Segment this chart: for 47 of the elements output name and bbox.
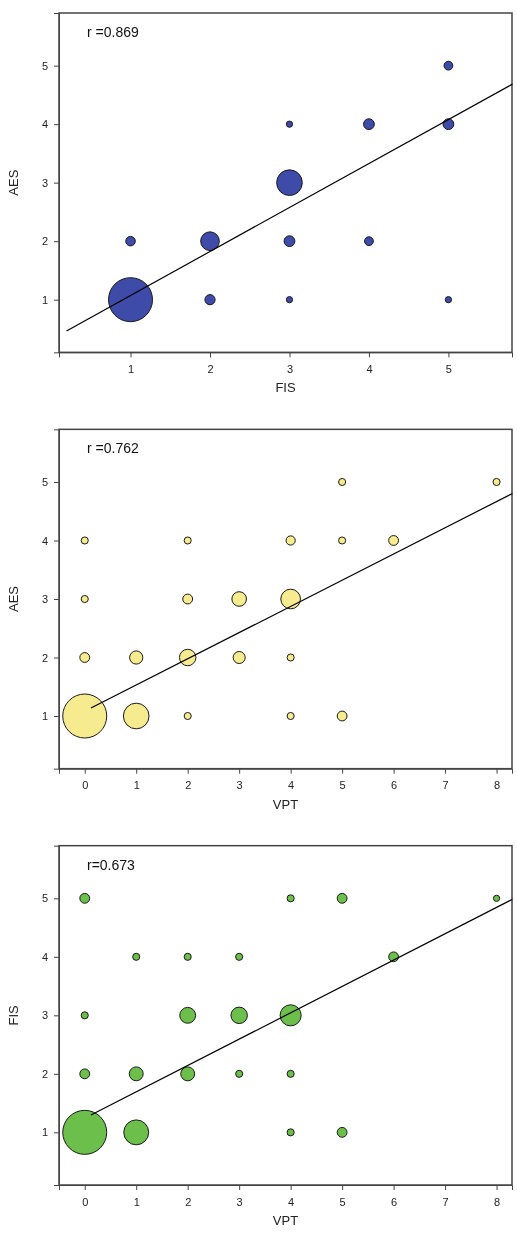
x-tick-label: 1 <box>127 363 135 376</box>
x-tick-label: 5 <box>339 779 346 792</box>
y-tick-label: 3 <box>41 176 48 189</box>
y-tick-label: 2 <box>41 651 48 664</box>
x-tick-label: 1 <box>133 779 140 792</box>
x-tick-label: 0 <box>82 779 89 792</box>
y-tick-label: 5 <box>41 892 48 905</box>
y-axis-title: AES <box>6 585 21 613</box>
x-tick-label: 0 <box>82 1195 89 1208</box>
y-tick-label: 1 <box>41 1126 48 1139</box>
x-axis-title: FIS <box>275 380 296 396</box>
y-axis-title: FIS <box>6 1004 21 1026</box>
y-tick-label: 3 <box>41 1009 48 1022</box>
annotation: r =0.869 <box>87 24 139 40</box>
x-tick-label: 2 <box>185 779 192 792</box>
x-tick-label: 3 <box>236 779 243 792</box>
y-tick-label: 4 <box>41 118 48 131</box>
x-tick-label: 8 <box>493 779 501 792</box>
x-axis-title: VPT <box>272 1213 299 1228</box>
y-tick-label: 5 <box>41 59 48 72</box>
y-tick-label: 4 <box>41 950 48 963</box>
x-tick-label: 4 <box>288 779 295 792</box>
x-tick-label: 8 <box>493 1195 501 1208</box>
y-axis-title: AES <box>6 169 21 196</box>
x-tick-label: 5 <box>339 1195 346 1208</box>
y-tick-label: 2 <box>41 1067 48 1080</box>
x-tick-label: 2 <box>185 1195 192 1208</box>
annotation: r =0.762 <box>87 440 139 457</box>
y-tick-label: 1 <box>41 710 48 723</box>
y-tick-label: 2 <box>41 235 48 248</box>
x-tick-label: 3 <box>286 363 294 376</box>
x-tick-label: 5 <box>445 363 452 376</box>
x-tick-label: 2 <box>207 363 214 376</box>
x-axis-title: VPT <box>272 796 299 812</box>
y-tick-label: 3 <box>41 593 48 606</box>
y-tick-label: 1 <box>41 293 48 306</box>
x-tick-label: 6 <box>391 1195 398 1208</box>
x-tick-label: 4 <box>288 1195 295 1208</box>
x-tick-label: 6 <box>391 779 398 792</box>
y-tick-label: 4 <box>41 534 48 547</box>
x-tick-label: 3 <box>236 1195 243 1208</box>
x-tick-label: 1 <box>133 1195 140 1208</box>
annotation: r=0.673 <box>87 856 136 873</box>
x-tick-label: 4 <box>366 363 373 376</box>
x-tick-label: 7 <box>442 779 449 792</box>
y-tick-label: 5 <box>41 476 48 489</box>
x-tick-label: 7 <box>442 1195 449 1208</box>
